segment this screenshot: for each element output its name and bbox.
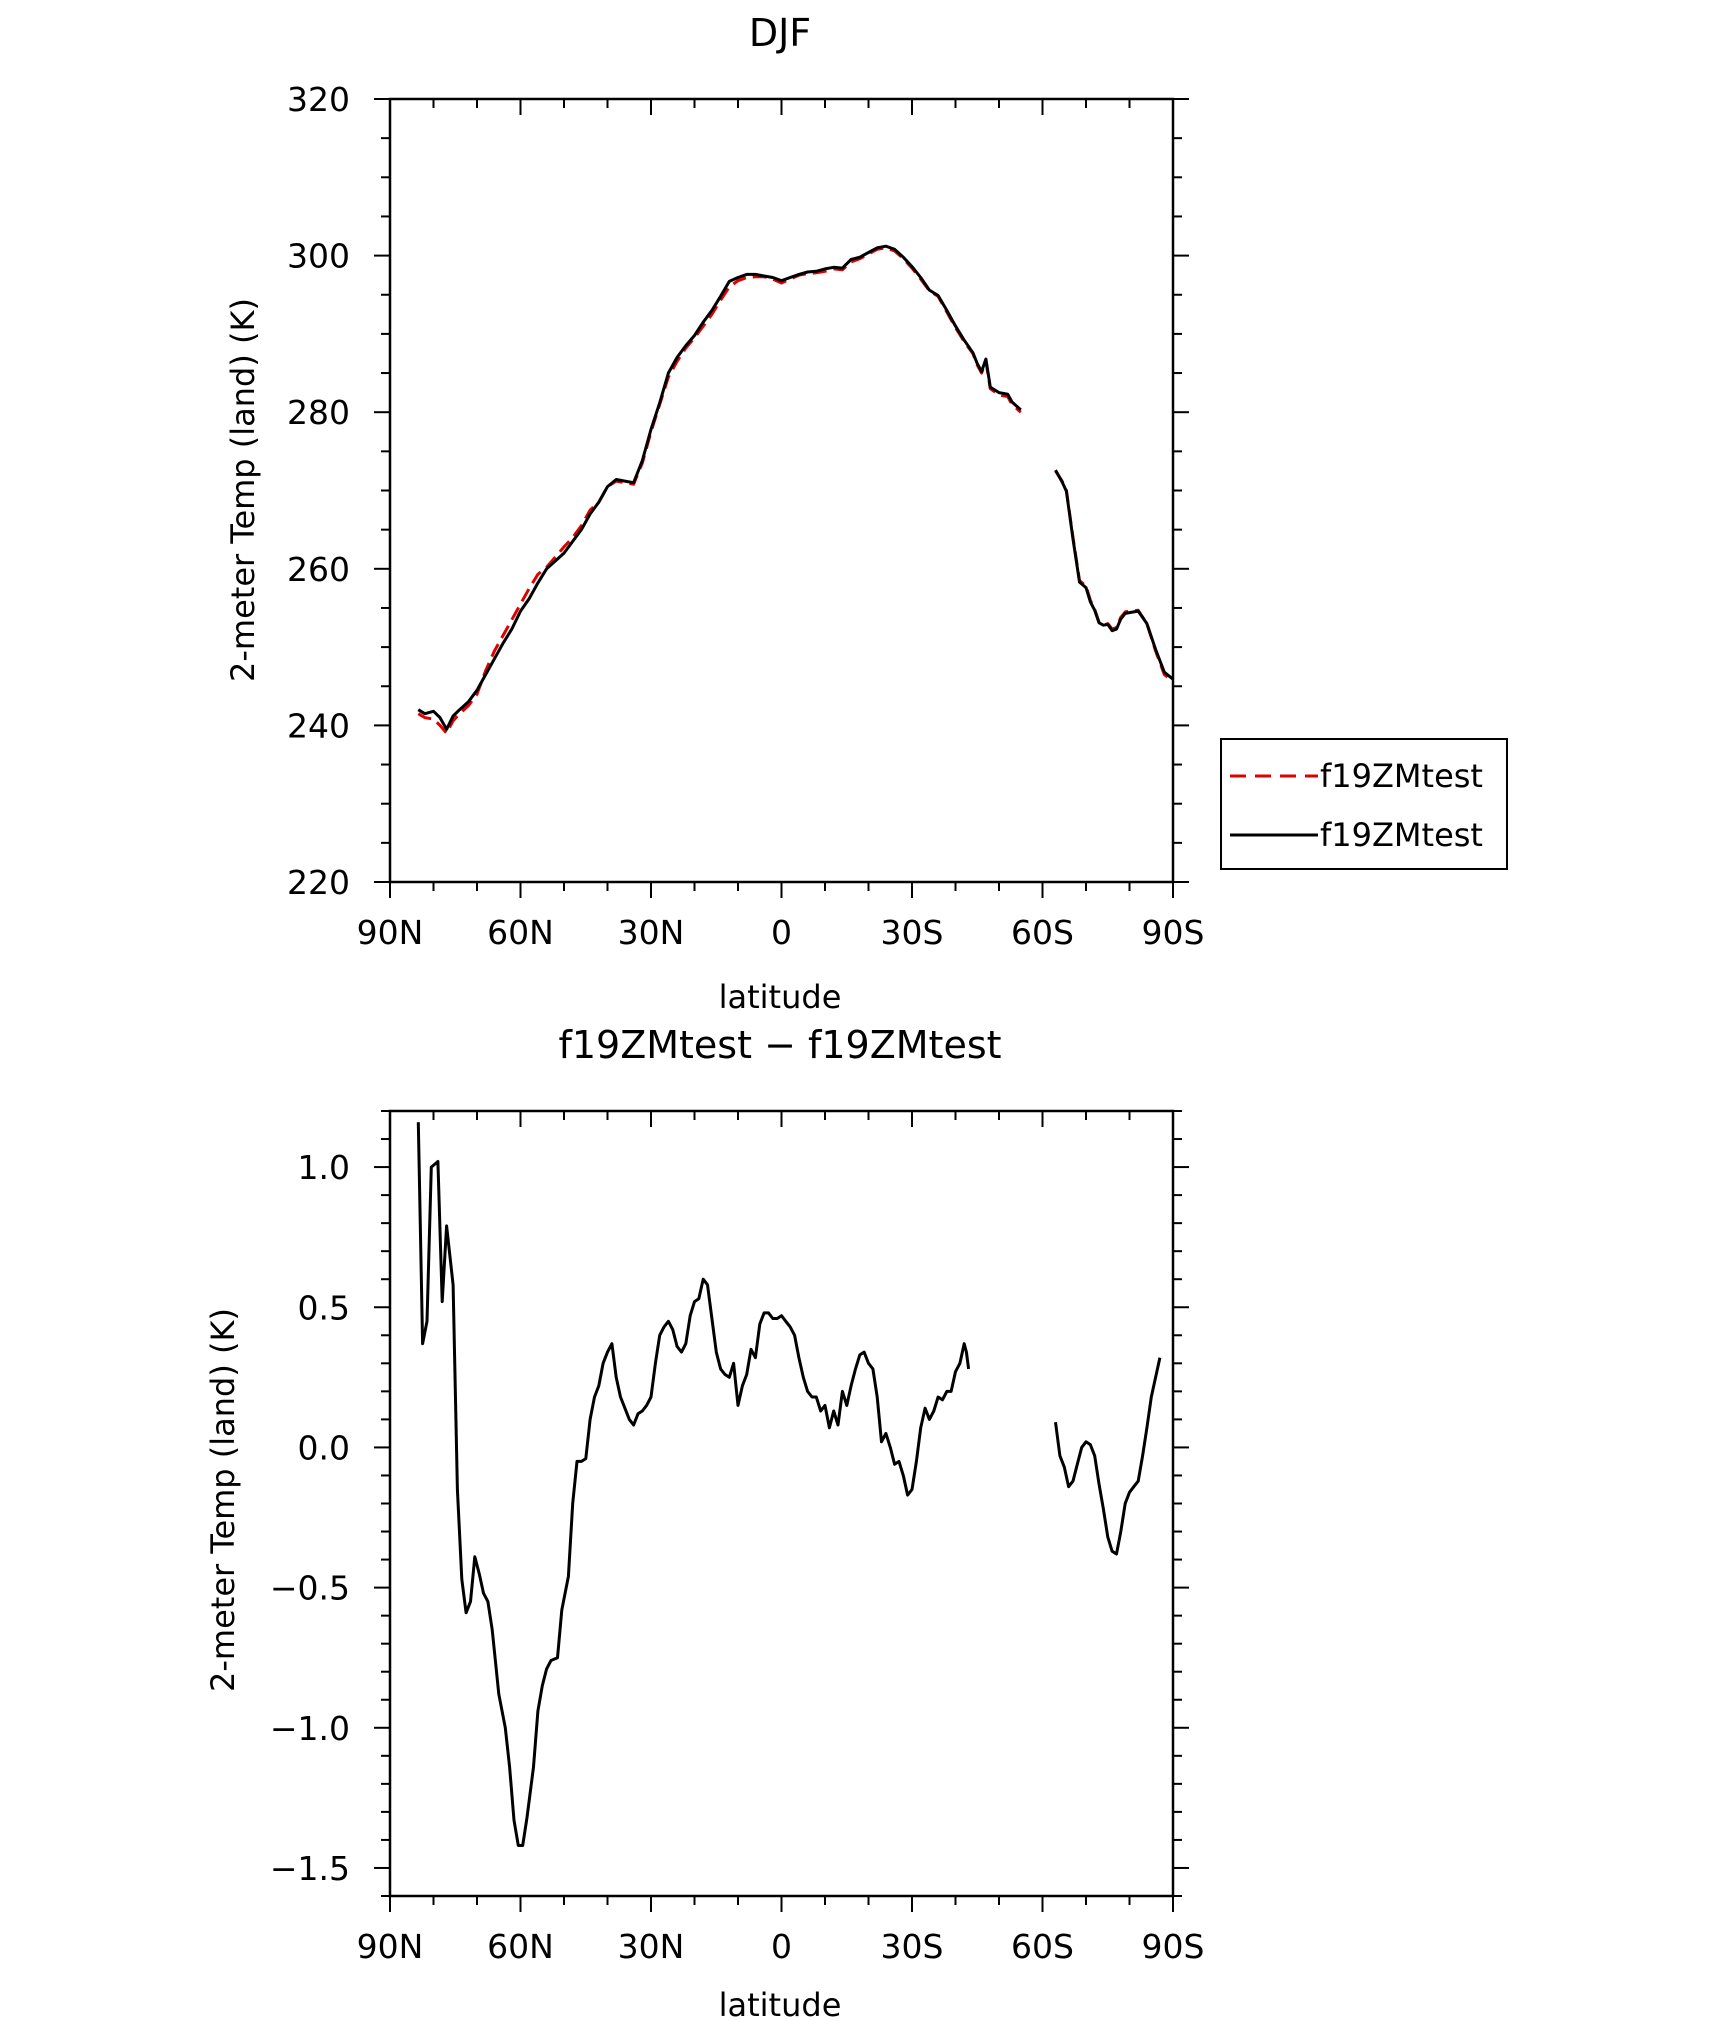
top-x-tick-label: 0 <box>771 913 792 952</box>
legend: f19ZMtest f19ZMtest <box>1220 738 1508 870</box>
bottom-x-tick-label: 30S <box>881 1927 944 1966</box>
top-chart-title: DJF <box>749 11 811 55</box>
bottom-x-tick-label: 90S <box>1142 1927 1205 1966</box>
top-series-line-2 <box>1054 469 1174 681</box>
legend-entry-1: f19ZMtest <box>1320 757 1483 795</box>
bottom-plot-frame <box>388 1109 1175 1898</box>
bottom-series-line-1 <box>1054 1357 1162 1556</box>
top-x-tick-label: 60N <box>487 913 554 952</box>
bottom-series-lines <box>416 1122 1162 1847</box>
bottom-x-tick-label: 60S <box>1011 1927 1074 1966</box>
top-panel-djf: DJF 90N 60N 30N 0 30S 60S 90S 220 240 260 280 300 32… <box>224 11 1508 1016</box>
bottom-y-tick-label: 0.0 <box>298 1428 350 1467</box>
bottom-y-tick-label: 1.0 <box>298 1148 350 1187</box>
top-x-tick-label: 30N <box>618 913 685 952</box>
bottom-x-tick-label: 60N <box>487 1927 554 1966</box>
top-series-lines <box>417 244 1174 735</box>
bottom-chart-title: f19ZMtest − f19ZMtest <box>558 1023 1001 1067</box>
top-plot-frame <box>388 97 1175 884</box>
bottom-panel-difference: f19ZMtest − f19ZMtest 90N 60N 30N 0 30S 60S 90… <box>204 1023 1204 2021</box>
top-x-tick-label: 90S <box>1142 913 1205 952</box>
bottom-ticks: 90N 60N 30N 0 30S 60S 90S −1.5 −1.0 −0.5 0.0 0.5 1.0 <box>270 1110 1205 1966</box>
bottom-y-tick-label: 0.5 <box>298 1288 350 1327</box>
top-series-line-1 <box>417 246 1022 735</box>
bottom-y-tick-label: −0.5 <box>270 1569 350 1608</box>
bottom-x-tick-label: 90N <box>357 1927 424 1966</box>
top-x-tick-label: 90N <box>357 913 424 952</box>
bottom-y-tick-label: −1.0 <box>270 1709 350 1748</box>
top-x-tick-label: 30S <box>881 913 944 952</box>
top-y-tick-label: 240 <box>287 706 350 745</box>
bottom-x-axis-label: latitude <box>719 1986 842 2021</box>
bottom-x-tick-label: 30N <box>618 1927 685 1966</box>
top-y-tick-label: 300 <box>287 237 350 276</box>
top-x-axis-label: latitude <box>719 978 842 1016</box>
bottom-series-line-1 <box>416 1122 971 1847</box>
bottom-y-axis-label: 2-meter Temp (land) (K) <box>204 1308 242 1692</box>
top-y-tick-label: 260 <box>287 550 350 589</box>
top-y-tick-label: 320 <box>287 80 350 119</box>
top-series-line-2 <box>417 244 1022 731</box>
top-y-tick-label: 220 <box>287 863 350 902</box>
top-x-tick-label: 60S <box>1011 913 1074 952</box>
top-y-axis-label: 2-meter Temp (land) (K) <box>224 298 262 682</box>
top-y-tick-label: 280 <box>287 393 350 432</box>
bottom-y-tick-label: −1.5 <box>270 1849 350 1888</box>
legend-box <box>1220 738 1508 870</box>
top-ticks: 90N 60N 30N 0 30S 60S 90S 220 240 260 280 300 320 <box>287 80 1204 952</box>
bottom-x-tick-label: 0 <box>771 1927 792 1966</box>
legend-entry-2: f19ZMtest <box>1320 816 1483 854</box>
